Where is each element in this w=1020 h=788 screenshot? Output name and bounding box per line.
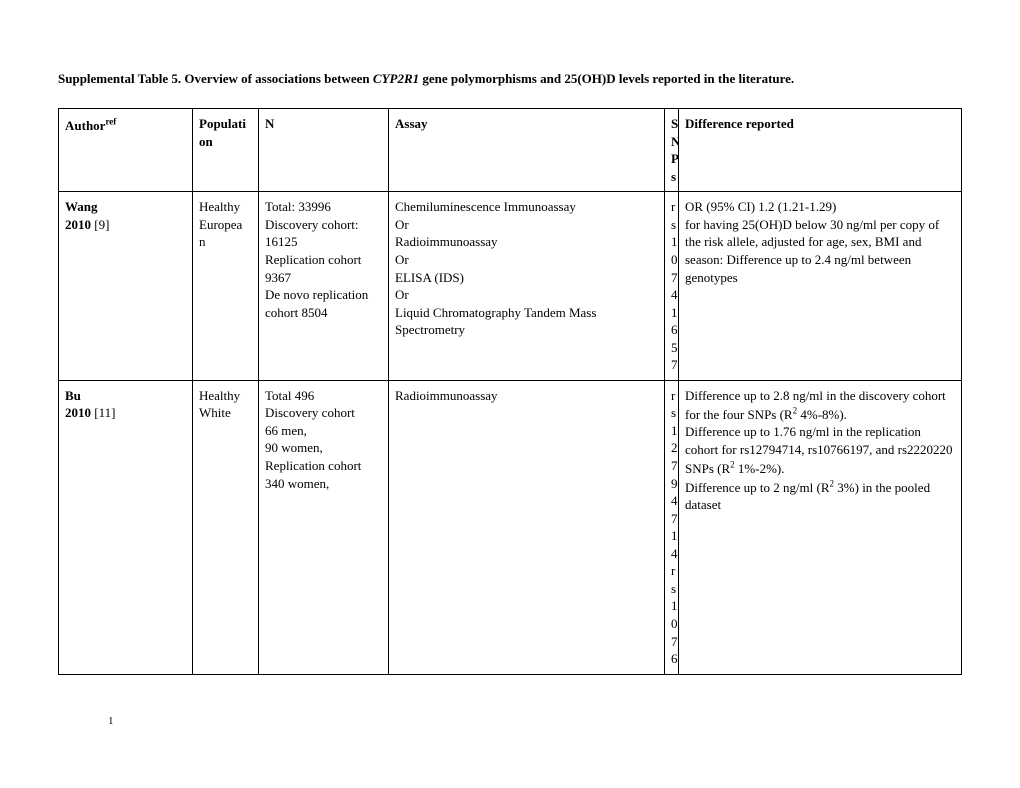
table-title: Supplemental Table 5. Overview of associ…: [58, 70, 962, 88]
cell-population: HealthyEuropean: [193, 192, 259, 380]
title-prefix: Supplemental Table 5. Overview of associ…: [58, 71, 373, 86]
title-gene: CYP2R1: [373, 71, 419, 86]
n-text: Total 496Discovery cohort66 men,90 women…: [265, 388, 361, 491]
header-assay: Assay: [389, 109, 665, 192]
cell-difference: OR (95% CI) 1.2 (1.21-1.29)for having 25…: [679, 192, 962, 380]
header-population-text: Population: [199, 116, 246, 149]
cell-population: HealthyWhite: [193, 380, 259, 674]
author-year: 2010: [65, 217, 91, 232]
cell-assay: Chemiluminescence ImmunoassayOrRadioimmu…: [389, 192, 665, 380]
header-n: N: [259, 109, 389, 192]
header-author-text: Author: [65, 118, 105, 133]
n-text: Total: 33996Discovery cohort: 16125Repli…: [265, 199, 368, 319]
header-author: Authorref: [59, 109, 193, 192]
assay-text: Radioimmunoassay: [395, 388, 498, 403]
snps-text: rs10741657: [671, 199, 678, 372]
header-n-text: N: [265, 116, 274, 131]
assay-text: Chemiluminescence ImmunoassayOrRadioimmu…: [395, 199, 596, 337]
cell-snps: rs10741657: [665, 192, 679, 380]
table-header-row: Authorref Population N Assay SNPs Differ…: [59, 109, 962, 192]
header-snps: SNPs: [665, 109, 679, 192]
header-snps-text: SNPs: [671, 116, 679, 184]
cell-difference: Difference up to 2.8 ng/ml in the discov…: [679, 380, 962, 674]
page-number: 1: [108, 715, 962, 727]
header-assay-text: Assay: [395, 116, 428, 131]
data-table: Authorref Population N Assay SNPs Differ…: [58, 108, 962, 674]
cell-author: Wang 2010 [9]: [59, 192, 193, 380]
header-population: Population: [193, 109, 259, 192]
cell-n: Total 496Discovery cohort66 men,90 women…: [259, 380, 389, 674]
cell-snps: rs12794714rs1076: [665, 380, 679, 674]
snps-text: rs12794714rs1076: [671, 388, 678, 666]
header-difference-text: Difference reported: [685, 116, 794, 131]
author-name: Bu: [65, 388, 81, 403]
difference-text: OR (95% CI) 1.2 (1.21-1.29)for having 25…: [685, 199, 939, 284]
cell-assay: Radioimmunoassay: [389, 380, 665, 674]
title-suffix: gene polymorphisms and 25(OH)D levels re…: [419, 71, 794, 86]
header-difference: Difference reported: [679, 109, 962, 192]
population-text: HealthyWhite: [199, 388, 240, 421]
difference-text: Difference up to 2.8 ng/ml in the discov…: [685, 388, 953, 512]
author-ref: [9]: [91, 217, 109, 232]
author-ref: [11]: [91, 405, 115, 420]
table-row: Wang 2010 [9] HealthyEuropean Total: 339…: [59, 192, 962, 380]
cell-author: Bu 2010 [11]: [59, 380, 193, 674]
population-text: HealthyEuropean: [199, 199, 242, 249]
header-author-sup: ref: [105, 116, 116, 126]
table-row: Bu 2010 [11] HealthyWhite Total 496Disco…: [59, 380, 962, 674]
author-name: Wang: [65, 199, 98, 214]
cell-n: Total: 33996Discovery cohort: 16125Repli…: [259, 192, 389, 380]
author-year: 2010: [65, 405, 91, 420]
